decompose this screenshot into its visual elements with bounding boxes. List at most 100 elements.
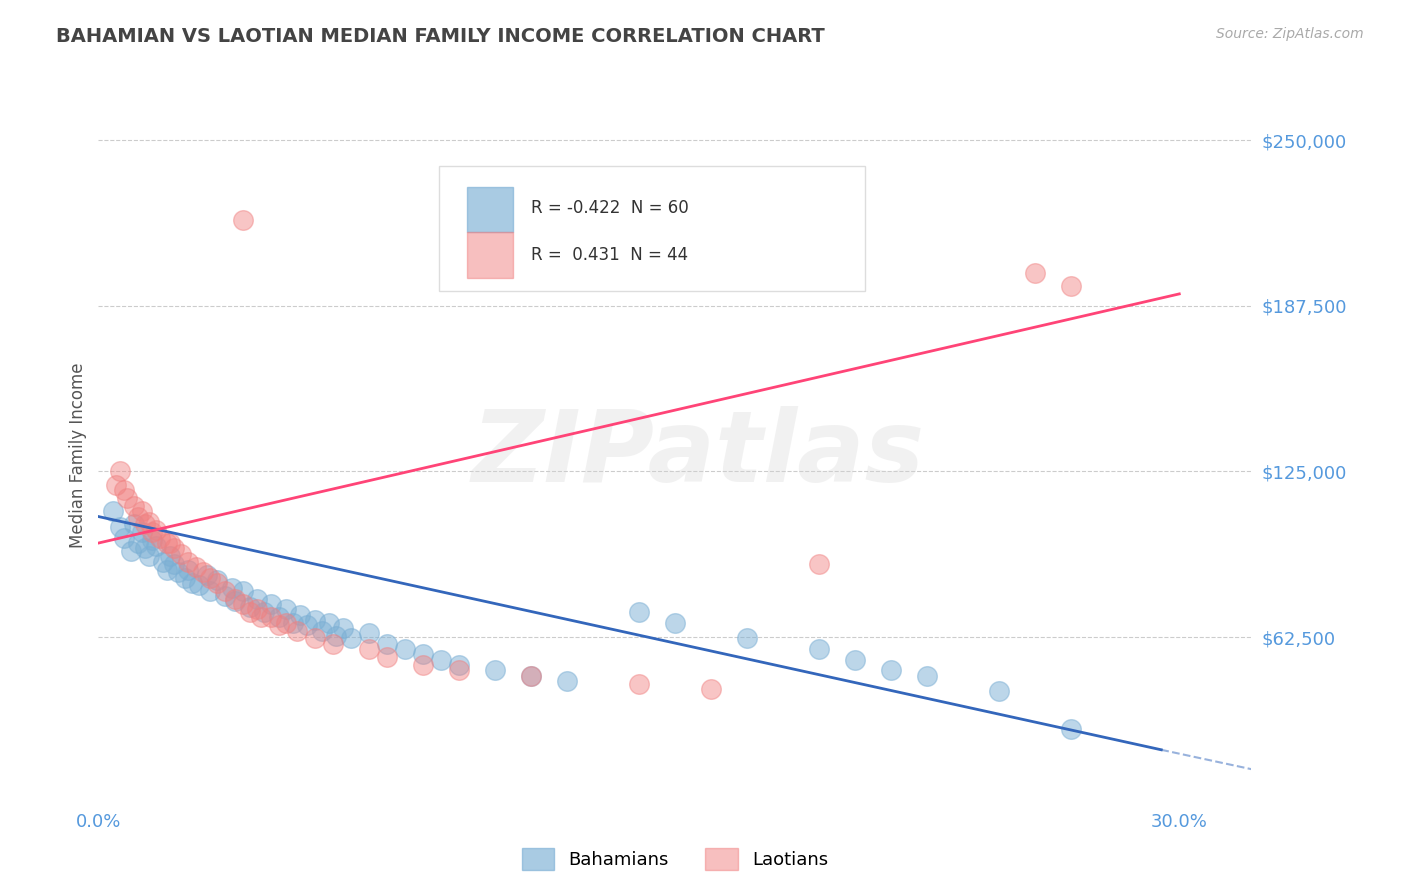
Y-axis label: Median Family Income: Median Family Income bbox=[69, 362, 87, 548]
Point bbox=[520, 668, 543, 682]
Point bbox=[127, 536, 149, 550]
Point bbox=[198, 583, 221, 598]
Point bbox=[807, 558, 830, 572]
Point bbox=[141, 525, 163, 540]
Point bbox=[375, 637, 398, 651]
Point bbox=[357, 626, 380, 640]
Point bbox=[239, 605, 262, 619]
Point bbox=[156, 563, 179, 577]
Point bbox=[246, 602, 269, 616]
Point bbox=[108, 465, 131, 479]
Point bbox=[231, 583, 254, 598]
Point bbox=[555, 673, 578, 688]
Point bbox=[412, 648, 434, 662]
Bar bbox=[467, 187, 513, 232]
Point bbox=[145, 523, 167, 537]
Point bbox=[281, 615, 304, 630]
Point bbox=[127, 509, 149, 524]
Point bbox=[304, 632, 326, 646]
Point bbox=[138, 515, 160, 529]
Point bbox=[108, 520, 131, 534]
Point bbox=[101, 504, 124, 518]
Point bbox=[224, 594, 246, 608]
FancyBboxPatch shape bbox=[439, 166, 865, 292]
Point bbox=[198, 570, 221, 584]
Point bbox=[207, 573, 229, 587]
Point bbox=[484, 663, 506, 677]
Point bbox=[304, 613, 326, 627]
Point bbox=[260, 597, 283, 611]
Point bbox=[1060, 722, 1083, 736]
Point bbox=[429, 653, 451, 667]
Point bbox=[332, 621, 354, 635]
Point bbox=[117, 491, 139, 505]
Point bbox=[357, 642, 380, 657]
Point bbox=[700, 681, 723, 696]
Point bbox=[163, 541, 186, 556]
Point bbox=[627, 676, 650, 690]
Point bbox=[159, 549, 181, 564]
Point bbox=[112, 531, 135, 545]
Point bbox=[375, 650, 398, 665]
Point bbox=[112, 483, 135, 497]
Point bbox=[394, 642, 416, 657]
Point bbox=[224, 591, 246, 606]
Point bbox=[207, 575, 229, 590]
Point bbox=[267, 618, 290, 632]
Point bbox=[260, 610, 283, 624]
Point bbox=[627, 605, 650, 619]
Point bbox=[322, 637, 344, 651]
Point bbox=[274, 602, 297, 616]
Point bbox=[339, 632, 361, 646]
Point bbox=[184, 560, 207, 574]
Point bbox=[159, 536, 181, 550]
Point bbox=[145, 539, 167, 553]
Point bbox=[290, 607, 312, 622]
Point bbox=[318, 615, 340, 630]
Point bbox=[880, 663, 903, 677]
Point bbox=[844, 653, 866, 667]
Point bbox=[253, 605, 276, 619]
Point bbox=[214, 583, 236, 598]
Point bbox=[274, 615, 297, 630]
Point bbox=[1024, 266, 1046, 280]
Point bbox=[447, 663, 470, 677]
Text: BAHAMIAN VS LAOTIAN MEDIAN FAMILY INCOME CORRELATION CHART: BAHAMIAN VS LAOTIAN MEDIAN FAMILY INCOME… bbox=[56, 27, 825, 45]
Point bbox=[1060, 279, 1083, 293]
Point bbox=[134, 517, 156, 532]
Point bbox=[221, 581, 243, 595]
Text: Source: ZipAtlas.com: Source: ZipAtlas.com bbox=[1216, 27, 1364, 41]
Point bbox=[297, 618, 319, 632]
Point bbox=[447, 657, 470, 672]
Point bbox=[664, 615, 686, 630]
Point bbox=[170, 547, 193, 561]
Point bbox=[105, 477, 128, 491]
Point bbox=[174, 570, 197, 584]
Legend: Bahamians, Laotians: Bahamians, Laotians bbox=[515, 841, 835, 877]
Point bbox=[915, 668, 938, 682]
Point bbox=[246, 591, 269, 606]
Point bbox=[988, 684, 1011, 698]
Point bbox=[239, 599, 262, 614]
Point bbox=[138, 549, 160, 564]
Point bbox=[191, 565, 214, 579]
Point bbox=[163, 558, 186, 572]
Point bbox=[181, 575, 204, 590]
Point bbox=[141, 533, 163, 548]
Point bbox=[231, 597, 254, 611]
Point bbox=[325, 629, 347, 643]
Point bbox=[166, 565, 188, 579]
Point bbox=[152, 555, 174, 569]
Point bbox=[311, 624, 333, 638]
Point bbox=[124, 517, 146, 532]
Point bbox=[520, 668, 543, 682]
Point bbox=[131, 525, 153, 540]
Point bbox=[249, 610, 271, 624]
Point bbox=[285, 624, 308, 638]
Bar bbox=[467, 232, 513, 277]
Text: ZIPatlas: ZIPatlas bbox=[471, 407, 925, 503]
Point bbox=[735, 632, 758, 646]
Point bbox=[231, 212, 254, 227]
Text: R =  0.431  N = 44: R = 0.431 N = 44 bbox=[531, 245, 688, 263]
Point bbox=[412, 657, 434, 672]
